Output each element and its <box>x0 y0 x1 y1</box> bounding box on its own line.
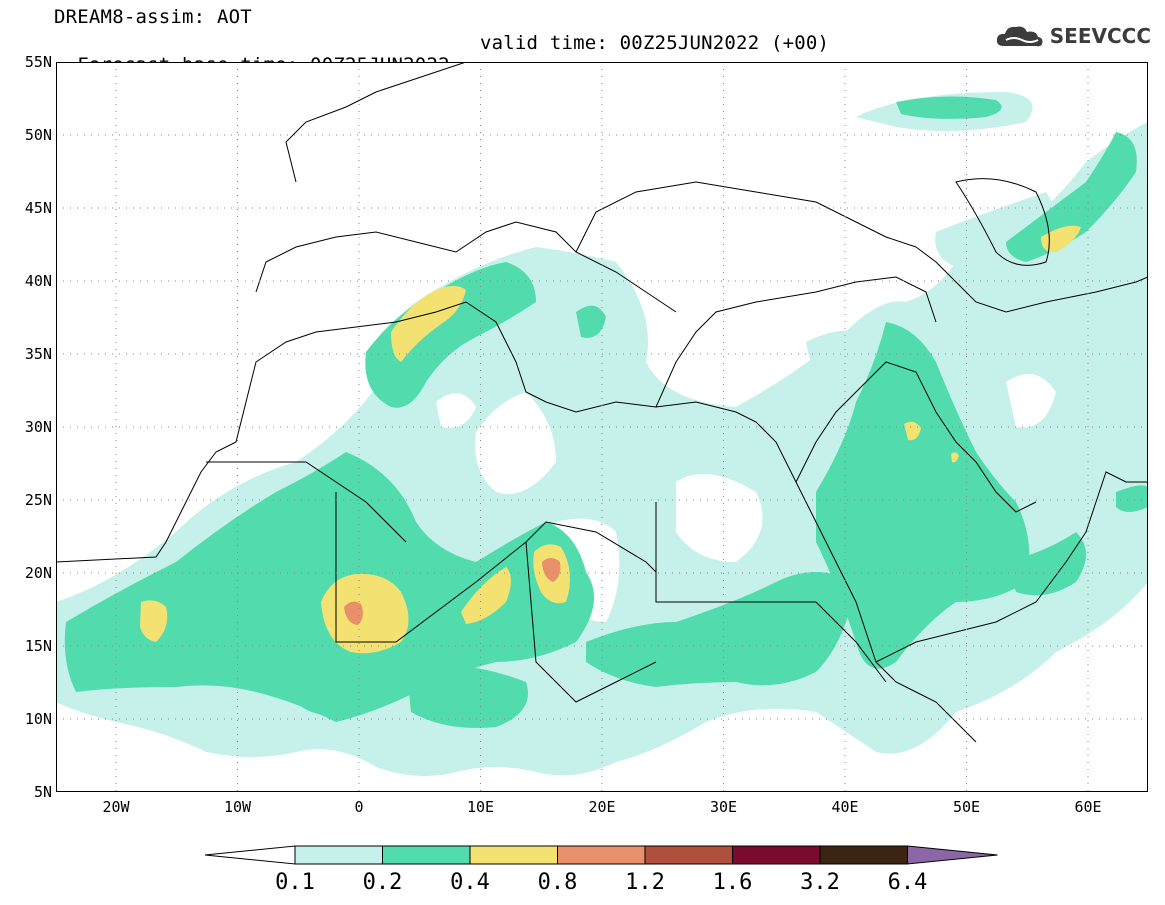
lon-label: 60E <box>1074 798 1102 816</box>
lon-label: 0 <box>354 798 364 816</box>
lat-label: 50N <box>24 126 52 144</box>
map-panel <box>56 62 1148 792</box>
lat-label: 30N <box>24 418 52 436</box>
colorbar-segment <box>819 845 908 865</box>
colorbar-label: 0.2 <box>362 870 403 895</box>
colorbar-segment <box>557 845 646 865</box>
brand-name: SEEVCCC <box>1049 24 1151 48</box>
colorbar-label: 0.8 <box>537 870 578 895</box>
brand-logo: SEEVCCC <box>994 22 1151 50</box>
aot-band-0-4 <box>140 225 1081 654</box>
colorbar-label: 0.1 <box>275 870 315 895</box>
lat-label: 35N <box>24 345 52 363</box>
colorbar-label: 6.4 <box>887 870 928 895</box>
lon-label: 20W <box>102 798 130 816</box>
colorbar-label: 1.2 <box>625 870 665 895</box>
colorbar-segment <box>644 845 733 865</box>
coastlines <box>56 62 1148 743</box>
lon-label: 40E <box>831 798 859 816</box>
cloud-logo-icon <box>996 26 1043 47</box>
colorbar-label: 3.2 <box>800 870 840 895</box>
aot-band-0-8 <box>344 558 561 625</box>
map-title: DREAM8-assim: AOT <box>54 6 252 28</box>
colorbar <box>204 842 1000 872</box>
lon-label: 10E <box>466 798 495 816</box>
colorbar-over-triangle <box>907 845 998 865</box>
aot-band-0-2 <box>64 96 1148 728</box>
colorbar-segment <box>294 845 383 865</box>
lon-label: 20E <box>588 798 616 816</box>
lat-label: 20N <box>24 564 52 582</box>
lon-label: 50E <box>952 798 981 816</box>
map-graticule <box>56 62 1148 792</box>
valid-time: valid time: 00Z25JUN2022 (+00) <box>480 32 830 54</box>
lat-label: 5N <box>33 783 52 801</box>
lat-label: 15N <box>24 637 52 655</box>
colorbar-segment <box>382 845 471 865</box>
lon-label: 30E <box>709 798 738 816</box>
lat-label: 55N <box>24 53 52 71</box>
lat-label: 10N <box>24 710 52 728</box>
lon-label: 10W <box>223 798 252 816</box>
lat-label: 25N <box>24 491 52 509</box>
colorbar-segment <box>732 845 821 865</box>
colorbar-label: 0.4 <box>450 870 490 895</box>
colorbar-segment <box>469 845 558 865</box>
lat-label: 40N <box>24 272 52 290</box>
colorbar-under-triangle <box>204 845 296 865</box>
colorbar-label: 1.6 <box>712 870 753 895</box>
lat-label: 45N <box>24 199 52 217</box>
